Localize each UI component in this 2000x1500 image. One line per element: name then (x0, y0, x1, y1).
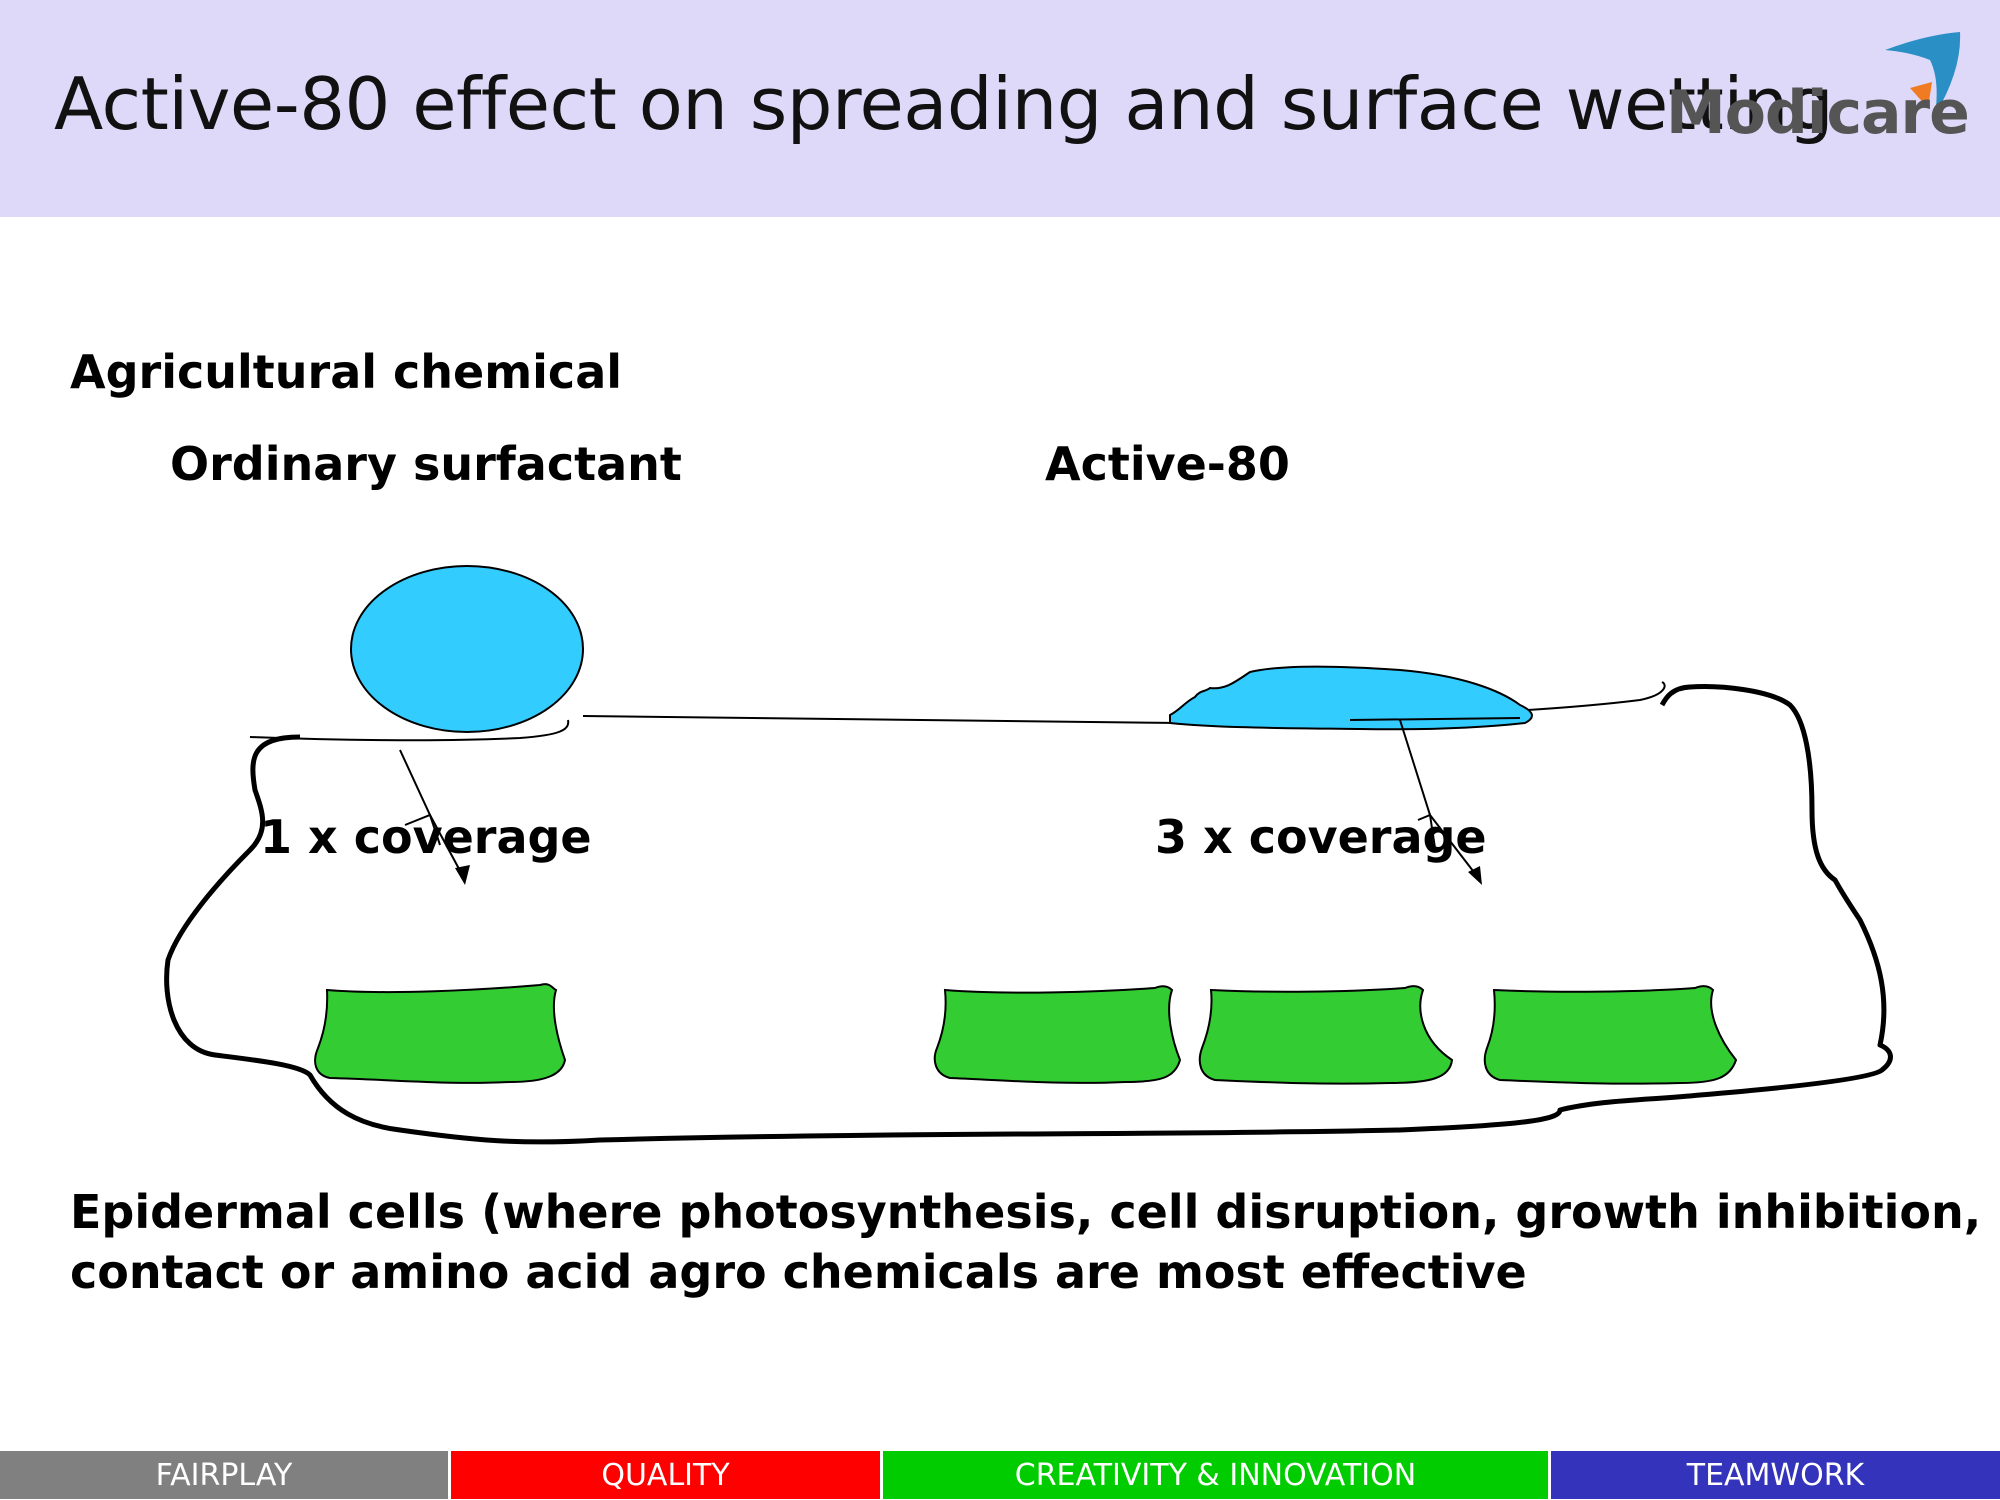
footer-fairplay: FAIRPLAY (0, 1451, 451, 1499)
surface-line-middle (583, 716, 1180, 723)
right-arrowhead (1468, 866, 1482, 885)
footer-quality: QUALITY (451, 1451, 883, 1499)
values-footer: FAIRPLAY QUALITY CREATIVITY & INNOVATION… (0, 1450, 2000, 1500)
footer-quality-label: QUALITY (601, 1458, 729, 1493)
left-coverage-label: 1 x coverage (260, 810, 592, 864)
epidermal-cell-2 (935, 986, 1180, 1083)
footer-teamwork: TEAMWORK (1551, 1451, 2000, 1499)
left-arrowhead (455, 865, 470, 885)
footer-creativity-innovation: CREATIVITY & INNOVATION (883, 1451, 1551, 1499)
footer-teamwork-label: TEAMWORK (1687, 1458, 1864, 1493)
right-coverage-label: 3 x coverage (1155, 810, 1487, 864)
caption-line-1: Epidermal cells (where photosynthesis, c… (70, 1185, 1981, 1239)
footer-creativity-label: CREATIVITY & INNOVATION (1015, 1458, 1416, 1493)
caption-line-2: contact or amino acid agro chemicals are… (70, 1245, 1527, 1299)
epidermal-cell-1 (315, 984, 565, 1083)
epidermal-cell-3 (1200, 986, 1452, 1084)
ordinary-droplet (351, 566, 583, 732)
footer-fairplay-label: FAIRPLAY (156, 1458, 293, 1493)
epidermal-cell-4 (1485, 986, 1736, 1084)
